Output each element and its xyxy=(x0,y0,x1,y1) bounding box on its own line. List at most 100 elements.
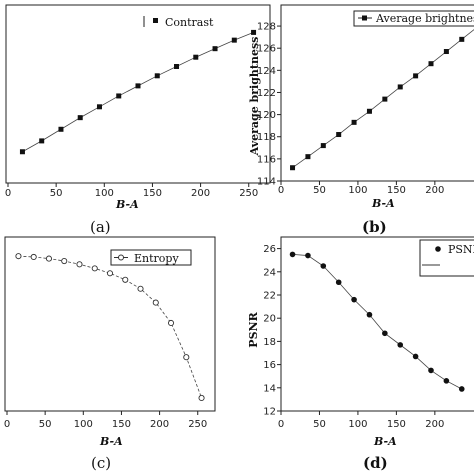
panel-d-xlabel: B-A xyxy=(373,435,397,448)
panel-a-point xyxy=(135,83,141,89)
panel-b-legend-label: Average brightness xyxy=(375,12,474,25)
panel-b-point xyxy=(366,108,372,114)
panel-a-xtick-label: 100 xyxy=(95,188,114,199)
panel-c-point xyxy=(183,354,190,361)
panel-d: 0 50 100 150 200 12 14 16 18 20 22 24 26 PSNR PSNR B… xyxy=(247,236,474,472)
panel-b-ytick-label: 118 xyxy=(257,132,276,143)
panel-b-point xyxy=(382,96,388,102)
panel-b-ytick-label: 122 xyxy=(257,88,276,99)
panel-b-point xyxy=(459,36,465,42)
panel-a-point xyxy=(19,149,25,155)
panel-c-point xyxy=(30,253,37,261)
panel-d-point xyxy=(320,263,327,269)
panel-a-xtick-label: 200 xyxy=(191,188,210,199)
panel-b-ytick-label: 116 xyxy=(257,154,276,165)
panel-b-ytick-label: 114 xyxy=(257,177,276,188)
panel-c-xtick-label: 150 xyxy=(112,419,131,430)
panel-a-point xyxy=(174,64,180,69)
panel-c-xtick-label: 0 xyxy=(4,419,10,430)
panel-c-series-line xyxy=(18,255,202,399)
panel-d-marks xyxy=(289,251,465,392)
panel-a-frame xyxy=(5,4,271,184)
panel-a-point xyxy=(212,46,218,52)
panel-c-legend: Entropy xyxy=(110,249,192,266)
panel-d-legend-label: PSNR xyxy=(448,243,474,256)
panel-d-legend: PSNR xyxy=(419,239,474,277)
panel-b-xtick-label: 150 xyxy=(387,185,406,196)
panel-d-xtick-label: 100 xyxy=(348,419,367,430)
panel-c-xlabel: B-A xyxy=(99,435,123,448)
panel-d-xtick-label: 50 xyxy=(313,419,326,430)
panel-a-xtick-label: 50 xyxy=(50,188,63,199)
panel-d-xtick-label: 0 xyxy=(278,419,284,430)
panel-b-xlabel: B-A xyxy=(371,197,395,210)
panel-d-legend-box xyxy=(419,239,474,277)
panel-c-point xyxy=(122,276,129,283)
panel-b-legend-box xyxy=(353,10,474,27)
panel-c-legend-box xyxy=(110,249,192,266)
panel-a-point xyxy=(251,29,257,35)
panel-b-ytick-label: 126 xyxy=(257,44,276,55)
panel-b-legend-marker xyxy=(362,15,367,21)
panel-a-label: (a) xyxy=(90,218,111,236)
panel-b-point xyxy=(336,132,342,138)
panel-d-ytick-label: 12 xyxy=(263,407,276,418)
panel-a-xlabel: B-A xyxy=(115,198,139,211)
panel-c-point xyxy=(167,319,175,327)
panel-a-point xyxy=(116,93,122,99)
panel-c-legend-label: Entropy xyxy=(134,252,179,265)
panel-b-point xyxy=(428,61,434,67)
panel-c-point xyxy=(61,257,68,265)
panel-b: 0 50 100 150 200 114 116 118 120 122 124 126 128 Ave… xyxy=(248,4,474,236)
panel-b-point xyxy=(397,84,403,90)
panel-b-ytick-label: 124 xyxy=(257,66,276,77)
panel-a-ticks: 0 50 100 150 200 250 xyxy=(5,183,258,199)
panel-c-point xyxy=(152,299,159,306)
panel-d-ticks: 0 50 100 150 200 12 14 16 18 20 22 24 26 xyxy=(263,244,444,430)
panel-b-label: (b) xyxy=(362,218,387,236)
panel-d-ytick-label: 22 xyxy=(263,291,276,302)
panel-c-point xyxy=(106,270,114,277)
panel-d-ylabel: PSNR xyxy=(247,311,260,347)
panel-a-point xyxy=(77,115,83,121)
panel-d-point xyxy=(366,311,373,318)
panel-d-xtick-label: 150 xyxy=(387,419,406,430)
panel-d-point xyxy=(289,251,296,258)
panel-a-legend: Contrast xyxy=(143,16,214,29)
panel-a: 0 50 100 150 200 250 Contrast B-A (a) xyxy=(5,4,271,236)
panel-c-point xyxy=(76,261,83,268)
panel-c: 0 50 100 150 200 250 Entropy B-A (c) xyxy=(4,236,216,472)
panel-a-point xyxy=(39,138,45,144)
panel-a-point xyxy=(58,126,64,132)
panel-d-ytick-label: 26 xyxy=(263,244,276,255)
panel-b-xtick-label: 100 xyxy=(348,185,367,196)
panel-b-ticks: 0 50 100 150 200 114 116 118 120 122 124 126 128 xyxy=(257,22,444,196)
panel-b-frame xyxy=(280,4,474,182)
panel-a-point xyxy=(231,37,237,43)
panel-d-point xyxy=(428,367,434,374)
panel-c-ticks: 0 50 100 150 200 250 xyxy=(4,411,207,430)
panel-d-label: (d) xyxy=(363,454,388,472)
panel-c-point xyxy=(137,285,144,292)
panel-d-ytick-label: 14 xyxy=(263,383,276,394)
panel-a-point xyxy=(154,73,160,79)
panel-c-point xyxy=(15,253,22,260)
panel-b-xtick-label: 0 xyxy=(278,185,284,196)
panel-c-xtick-label: 50 xyxy=(39,419,52,430)
panel-b-point xyxy=(351,119,357,125)
panel-c-marks xyxy=(15,253,205,402)
panel-c-point xyxy=(45,255,53,262)
panel-d-point xyxy=(397,342,404,348)
panel-c-frame xyxy=(4,236,216,412)
panel-a-marks xyxy=(19,29,257,155)
panel-b-point xyxy=(305,154,311,160)
panel-a-legend-label: Contrast xyxy=(165,16,214,29)
panel-b-point xyxy=(443,49,449,55)
panel-d-ytick-label: 16 xyxy=(263,360,276,371)
panel-a-xtick-label: 250 xyxy=(239,188,258,199)
panel-a-point xyxy=(193,54,199,60)
panel-b-point xyxy=(320,143,326,149)
panel-c-label: (c) xyxy=(91,454,111,472)
panel-b-ylabel: Average brightness xyxy=(248,37,261,157)
panel-d-point xyxy=(382,330,388,337)
